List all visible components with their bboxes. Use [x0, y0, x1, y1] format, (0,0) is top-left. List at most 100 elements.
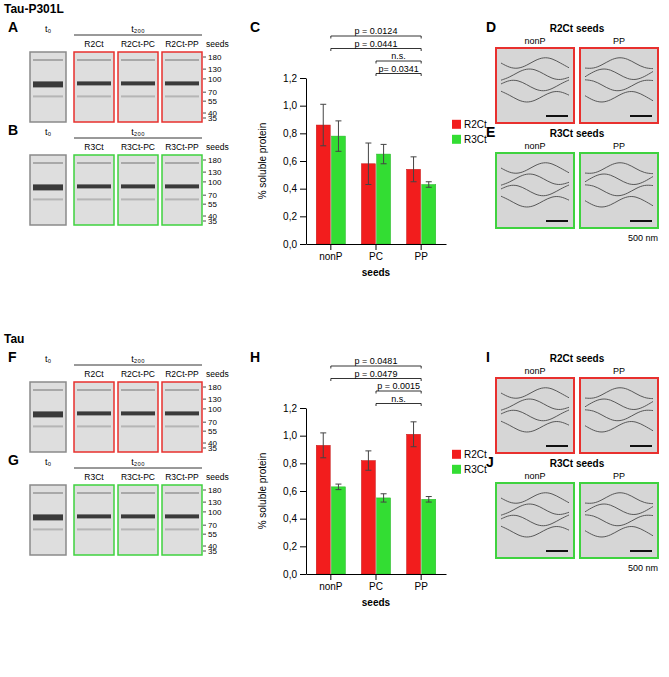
plot-area [316, 422, 436, 574]
em-title: R3Ct seeds [550, 128, 605, 139]
error-bar [365, 143, 371, 185]
y-tick-mark [300, 244, 306, 245]
gel-band [33, 162, 63, 164]
panel-letter: I [486, 349, 490, 365]
marker-tick [203, 92, 206, 93]
time-label: t₂₀₀ [131, 354, 145, 364]
y-tick-label: 1,0 [283, 430, 297, 441]
marker-label: 180 [208, 486, 222, 495]
em-title: R2Ct seeds [550, 23, 605, 34]
significance-label: n.s. [391, 394, 406, 404]
em-fibril [501, 504, 569, 515]
y-tick-label: 0,6 [283, 156, 297, 167]
em-image [580, 483, 658, 558]
em-label: PP [613, 366, 625, 376]
y-tick-mark [300, 491, 306, 492]
gel-band [121, 492, 155, 494]
em-fibril [501, 526, 569, 537]
lane-label: R2Ct [84, 39, 104, 49]
marker-label: 100 [208, 508, 222, 517]
bar [422, 185, 436, 244]
marker-label: 100 [208, 178, 222, 187]
em-frame [496, 153, 574, 228]
gel-band [77, 528, 111, 530]
panel-letter: J [486, 454, 494, 470]
marker-label: 35 [208, 114, 217, 123]
panel-letter: E [486, 124, 495, 140]
y-tick: 0,0 [283, 239, 306, 250]
em-label: nonP [524, 36, 545, 46]
scale-bar [546, 115, 568, 117]
em-fibril [585, 388, 653, 399]
x-tick-label: PP [414, 581, 428, 592]
y-tick-label: 1,2 [283, 403, 297, 414]
em-frame [580, 153, 658, 228]
marker-tick [203, 408, 206, 409]
marker-label: 180 [208, 53, 222, 62]
y-tick: 0,4 [283, 183, 306, 194]
x-tick: PC [369, 574, 383, 592]
scale-bar [546, 550, 568, 552]
marker-tick [203, 195, 206, 196]
legend-swatch [452, 450, 461, 459]
gel-band [77, 492, 111, 494]
em-image [496, 48, 574, 123]
x-tick: PP [414, 244, 428, 262]
em-title: R2Ct seeds [550, 353, 605, 364]
y-tick: 0,6 [283, 156, 306, 167]
y-tick-mark [300, 161, 306, 162]
lane-label: R2Ct-PC [121, 369, 155, 379]
marker-tick [203, 69, 206, 70]
marker-label: 35 [208, 547, 217, 556]
y-tick: 0,6 [283, 486, 306, 497]
lane-label: R3Ct [84, 472, 104, 482]
em-label: nonP [524, 141, 545, 151]
significance-label: n.s. [391, 51, 406, 61]
y-tick: 1,2 [283, 403, 306, 414]
panel-letter: F [8, 349, 17, 365]
error-bar [320, 104, 326, 146]
scale-bar [630, 115, 652, 117]
bar [316, 445, 330, 574]
gel-band [77, 198, 111, 200]
gel-band [165, 162, 199, 164]
em-fibril [501, 399, 569, 410]
em-fibril [585, 185, 653, 196]
gel-panel: Ft₀t₂₀₀R2CtR2Ct-PCR2Ct-PPseeds1801301007… [8, 349, 229, 453]
significance-label: p = 0.0481 [355, 356, 398, 366]
y-tick-label: 0,4 [283, 183, 297, 194]
scale-bar [630, 445, 652, 447]
legend-swatch [452, 120, 461, 129]
y-tick: 1,2 [283, 73, 306, 84]
em-fibril [501, 174, 569, 185]
x-tick-label: PC [369, 581, 383, 592]
marker-label: 35 [208, 217, 217, 226]
gel-lane [162, 155, 202, 225]
gel-band [77, 425, 111, 427]
marker-tick [203, 387, 206, 388]
gel-lane [30, 485, 66, 555]
gel-band [121, 184, 155, 188]
bar [331, 136, 345, 244]
significance-label: p = 0.0015 [377, 381, 420, 391]
significance-bracket [376, 74, 421, 77]
time-label: t₀ [45, 24, 52, 34]
seeds-label: seeds [206, 142, 229, 152]
marker-tick [203, 216, 206, 217]
lane-label: R3Ct-PC [121, 142, 155, 152]
em-frame [580, 483, 658, 558]
x-tick-label: PC [369, 251, 383, 262]
error-bar [365, 451, 371, 470]
legend: R2CtR3Ct [452, 449, 487, 475]
em-fibril [585, 504, 653, 514]
marker-label: 130 [208, 395, 222, 404]
em-frame [580, 378, 658, 453]
significance-label: p = 0.0124 [355, 26, 398, 36]
marker-label: 55 [208, 427, 217, 436]
x-tick: nonP [319, 574, 343, 592]
time-bracket [74, 138, 202, 139]
gel-band [121, 198, 155, 200]
gel-band [77, 162, 111, 164]
gel-lane [74, 52, 114, 122]
y-tick: 0,4 [283, 513, 306, 524]
